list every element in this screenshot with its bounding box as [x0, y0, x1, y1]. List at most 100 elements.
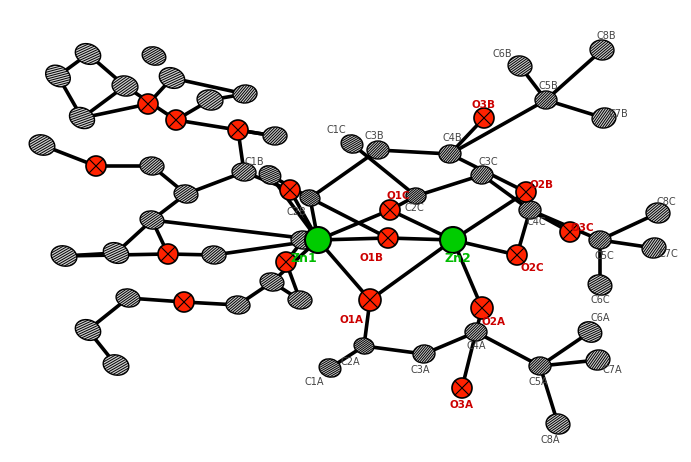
Ellipse shape: [140, 157, 164, 175]
Ellipse shape: [140, 211, 164, 229]
Ellipse shape: [546, 414, 570, 434]
Ellipse shape: [46, 65, 70, 87]
Ellipse shape: [474, 108, 494, 128]
Text: O1B: O1B: [360, 253, 384, 263]
Ellipse shape: [588, 275, 612, 295]
Ellipse shape: [529, 357, 551, 375]
Ellipse shape: [465, 323, 487, 341]
Ellipse shape: [233, 85, 257, 103]
Text: C7C: C7C: [658, 249, 678, 259]
Ellipse shape: [413, 345, 435, 363]
Ellipse shape: [138, 94, 158, 114]
Ellipse shape: [590, 40, 614, 60]
Text: C8A: C8A: [540, 435, 560, 445]
Ellipse shape: [439, 145, 461, 163]
Ellipse shape: [319, 359, 341, 377]
Text: C2B: C2B: [286, 207, 306, 217]
Ellipse shape: [174, 292, 194, 312]
Ellipse shape: [260, 273, 284, 291]
Ellipse shape: [367, 141, 389, 159]
Text: C2C: C2C: [404, 203, 424, 213]
Text: C5A: C5A: [528, 377, 548, 387]
Ellipse shape: [516, 182, 536, 202]
Text: O1A: O1A: [340, 315, 364, 325]
Ellipse shape: [508, 56, 532, 76]
Ellipse shape: [452, 378, 472, 398]
Text: C6A: C6A: [590, 313, 609, 323]
Ellipse shape: [75, 43, 101, 64]
Ellipse shape: [341, 135, 363, 153]
Ellipse shape: [226, 296, 250, 314]
Text: C5C: C5C: [594, 251, 614, 261]
Text: C4C: C4C: [526, 217, 546, 227]
Ellipse shape: [86, 156, 106, 176]
Text: C2A: C2A: [340, 357, 360, 367]
Ellipse shape: [280, 180, 300, 200]
Ellipse shape: [354, 338, 374, 354]
Ellipse shape: [646, 203, 670, 223]
Text: C3C: C3C: [478, 157, 498, 167]
Ellipse shape: [291, 231, 315, 249]
Text: O1C: O1C: [386, 191, 410, 201]
Ellipse shape: [116, 289, 140, 307]
Ellipse shape: [166, 110, 186, 130]
Ellipse shape: [263, 127, 287, 145]
Text: C7A: C7A: [602, 365, 622, 375]
Text: Zn2: Zn2: [444, 251, 471, 265]
Text: O2B: O2B: [530, 180, 554, 190]
Ellipse shape: [202, 246, 226, 264]
Ellipse shape: [380, 200, 400, 220]
Ellipse shape: [70, 107, 95, 128]
Ellipse shape: [112, 76, 138, 96]
Ellipse shape: [592, 108, 616, 128]
Ellipse shape: [104, 243, 129, 263]
Ellipse shape: [589, 231, 611, 249]
Ellipse shape: [160, 67, 184, 88]
Ellipse shape: [578, 322, 602, 342]
Ellipse shape: [471, 297, 493, 319]
Ellipse shape: [142, 47, 166, 65]
Text: C8C: C8C: [656, 197, 676, 207]
Ellipse shape: [232, 163, 256, 181]
Ellipse shape: [507, 245, 527, 265]
Text: C3A: C3A: [410, 365, 430, 375]
Ellipse shape: [103, 355, 129, 375]
Ellipse shape: [288, 291, 312, 309]
Ellipse shape: [276, 252, 296, 272]
Ellipse shape: [519, 201, 541, 219]
Text: C6B: C6B: [492, 49, 512, 59]
Text: O3B: O3B: [472, 100, 496, 110]
Text: C3B: C3B: [364, 131, 384, 141]
Ellipse shape: [29, 135, 55, 155]
Text: C4A: C4A: [466, 341, 486, 351]
Ellipse shape: [406, 188, 426, 204]
Text: C4B: C4B: [442, 133, 462, 143]
Ellipse shape: [197, 90, 223, 110]
Ellipse shape: [359, 289, 381, 311]
Text: O3C: O3C: [570, 223, 594, 233]
Ellipse shape: [75, 320, 101, 340]
Ellipse shape: [642, 238, 666, 258]
Text: C1B: C1B: [244, 157, 264, 167]
Text: C1C: C1C: [326, 125, 346, 135]
Text: O2C: O2C: [520, 263, 544, 273]
Ellipse shape: [586, 350, 610, 370]
Text: C8B: C8B: [596, 31, 616, 41]
Ellipse shape: [440, 227, 466, 253]
Text: C1A: C1A: [304, 377, 324, 387]
Text: C5B: C5B: [538, 81, 558, 91]
Text: O3A: O3A: [450, 400, 474, 410]
Text: C7B: C7B: [608, 109, 628, 119]
Ellipse shape: [174, 185, 198, 203]
Ellipse shape: [300, 190, 320, 206]
Ellipse shape: [305, 227, 331, 253]
Text: C6C: C6C: [590, 295, 610, 305]
Text: Zn1: Zn1: [291, 251, 317, 265]
Ellipse shape: [228, 120, 248, 140]
Ellipse shape: [51, 246, 77, 266]
Ellipse shape: [378, 228, 398, 248]
Ellipse shape: [535, 91, 557, 109]
Ellipse shape: [560, 222, 580, 242]
Ellipse shape: [471, 166, 493, 184]
Ellipse shape: [259, 166, 281, 184]
